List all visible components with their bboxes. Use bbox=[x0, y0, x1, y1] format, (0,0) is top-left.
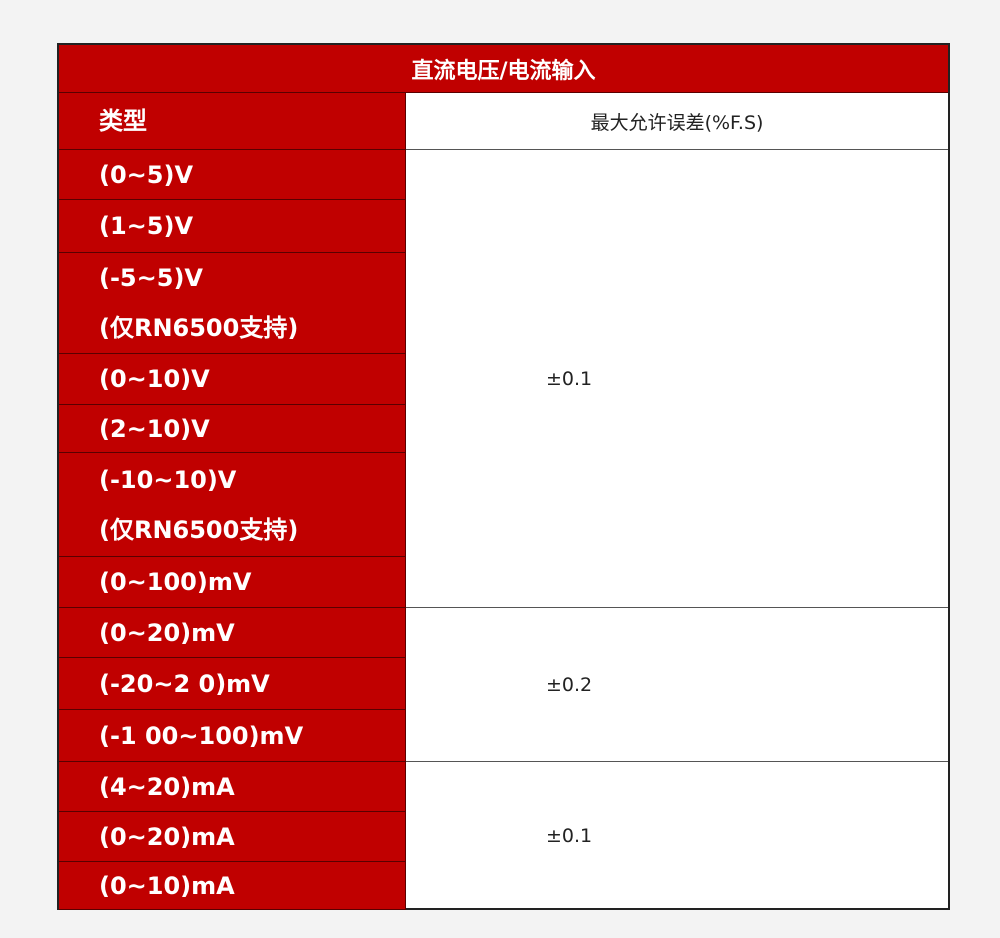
type-cell: (1~5)V bbox=[59, 200, 406, 253]
type-cell: (0~100)mV bbox=[59, 557, 406, 608]
type-cell: (0~10)mA bbox=[59, 862, 406, 910]
type-cell: (0~10)V bbox=[59, 354, 406, 405]
type-line: (-1 00~100)mV bbox=[99, 721, 304, 750]
type-line: (-5~5)V bbox=[99, 264, 203, 292]
type-line: (0~10)mA bbox=[99, 871, 235, 900]
type-cell: (-20~2 0)mV bbox=[59, 658, 406, 710]
type-line: (0~100)mV bbox=[99, 568, 252, 596]
spec-table: 直流电压/电流输入 类型 最大允许误差(%F.S) (0~5)V (1~5)V (-… bbox=[57, 43, 950, 910]
error-cell: ±0.1 bbox=[546, 825, 593, 847]
error-cell: ±0.2 bbox=[406, 608, 948, 762]
type-line: (-20~2 0)mV bbox=[99, 669, 270, 698]
type-line: (-10~10)V bbox=[99, 465, 237, 494]
error-cell: ±0.1 bbox=[406, 150, 948, 608]
type-cell: (4~20)mA bbox=[59, 762, 406, 812]
type-cell: (-5~5)V (仅RN6500支持) bbox=[59, 253, 406, 354]
table-title: 直流电压/电流输入 bbox=[59, 45, 948, 93]
type-line: (仅RN6500支持) bbox=[99, 314, 299, 342]
type-line: (0~10)V bbox=[99, 365, 210, 393]
type-cell: (0~20)mV bbox=[59, 608, 406, 658]
header-error: 最大允许误差(%F.S) bbox=[406, 93, 948, 150]
type-line: (仅RN6500支持) bbox=[99, 515, 299, 544]
type-line: (0~20)mV bbox=[99, 618, 235, 647]
type-cell: (0~5)V bbox=[59, 150, 406, 200]
type-cell: (0~20)mA bbox=[59, 812, 406, 862]
type-line: (0~20)mA bbox=[99, 822, 235, 851]
type-cell: (2~10)V bbox=[59, 405, 406, 453]
header-type-label: 类型 bbox=[99, 107, 147, 135]
type-line: (1~5)V bbox=[99, 212, 194, 240]
type-cell: (-1 00~100)mV bbox=[59, 710, 406, 762]
header-type: 类型 bbox=[59, 93, 406, 150]
type-line: (0~5)V bbox=[99, 160, 194, 189]
type-cell: (-10~10)V (仅RN6500支持) bbox=[59, 453, 406, 557]
type-line: (2~10)V bbox=[99, 414, 210, 443]
type-line: (4~20)mA bbox=[99, 772, 235, 801]
